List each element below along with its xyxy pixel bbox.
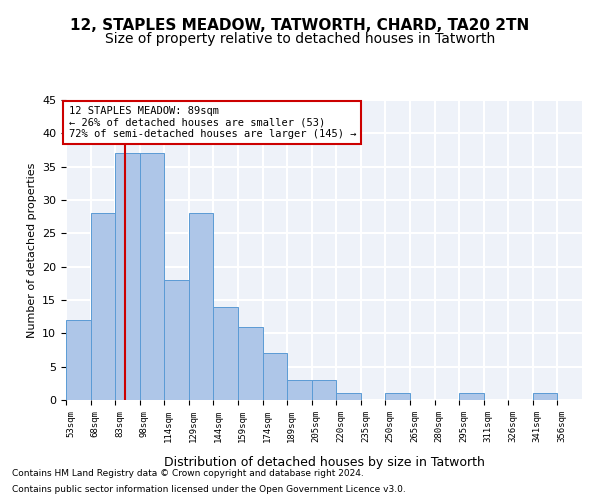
Bar [66, 320, 91, 400]
Bar [214, 306, 238, 400]
Text: 12, STAPLES MEADOW, TATWORTH, CHARD, TA20 2TN: 12, STAPLES MEADOW, TATWORTH, CHARD, TA2… [70, 18, 530, 32]
Text: Contains public sector information licensed under the Open Government Licence v3: Contains public sector information licen… [12, 485, 406, 494]
Bar [533, 394, 557, 400]
Bar [459, 394, 484, 400]
Bar [385, 394, 410, 400]
Bar [312, 380, 336, 400]
Bar [91, 214, 115, 400]
Bar [336, 394, 361, 400]
Bar [115, 154, 140, 400]
Bar [140, 154, 164, 400]
Text: Size of property relative to detached houses in Tatworth: Size of property relative to detached ho… [105, 32, 495, 46]
Bar [287, 380, 312, 400]
Text: Contains HM Land Registry data © Crown copyright and database right 2024.: Contains HM Land Registry data © Crown c… [12, 468, 364, 477]
X-axis label: Distribution of detached houses by size in Tatworth: Distribution of detached houses by size … [164, 456, 484, 469]
Bar [263, 354, 287, 400]
Bar [189, 214, 214, 400]
Text: 12 STAPLES MEADOW: 89sqm
← 26% of detached houses are smaller (53)
72% of semi-d: 12 STAPLES MEADOW: 89sqm ← 26% of detach… [68, 106, 356, 139]
Bar [238, 326, 263, 400]
Y-axis label: Number of detached properties: Number of detached properties [26, 162, 37, 338]
Bar [164, 280, 189, 400]
